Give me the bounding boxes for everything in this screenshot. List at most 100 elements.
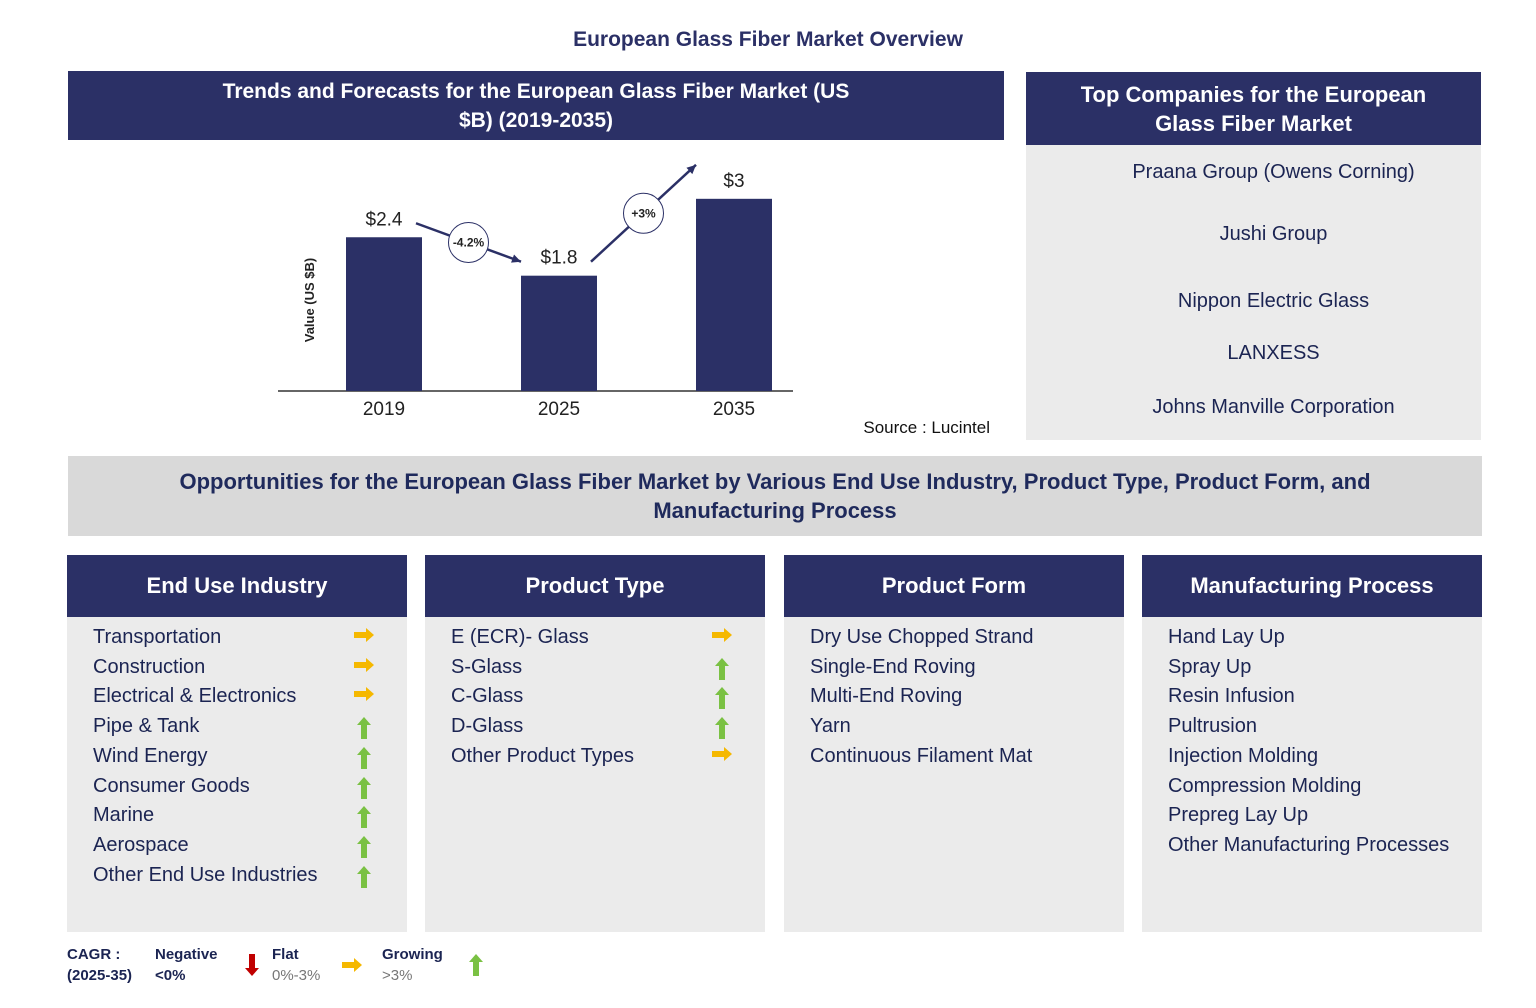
segment-item: Construction bbox=[93, 655, 206, 678]
legend-label: CAGR : bbox=[67, 946, 121, 963]
company-name: Jushi Group bbox=[1219, 223, 1328, 245]
arrow-shape bbox=[357, 776, 371, 799]
bar-value-label: $1.8 bbox=[541, 248, 578, 269]
segment-item: Hand Lay Up bbox=[1168, 626, 1285, 648]
company-name: LANXESS bbox=[1227, 342, 1320, 364]
source-note: Source : Lucintel bbox=[863, 418, 990, 437]
x-tick-label: 2035 bbox=[713, 399, 755, 420]
segment-item: Pipe & Tank bbox=[93, 715, 200, 738]
segment-item: Injection Molding bbox=[1168, 744, 1319, 767]
segment-item: Resin Infusion bbox=[1168, 685, 1295, 708]
cagr-arrowhead bbox=[686, 164, 696, 175]
bar-value-label: $2.4 bbox=[366, 209, 403, 230]
legend-period: (2025-35) bbox=[67, 967, 133, 984]
x-tick-label: 2019 bbox=[363, 399, 405, 420]
cagr-arrowhead bbox=[511, 254, 521, 263]
arrow-shape bbox=[357, 865, 371, 888]
trend-arrow-growing bbox=[357, 865, 371, 888]
trend-arrow-growing bbox=[357, 835, 371, 858]
trend-arrow-flat bbox=[342, 958, 362, 972]
chart-title: Trends and Forecasts for the European Gl… bbox=[222, 79, 850, 132]
opportunities-title: Opportunities for the European Glass Fib… bbox=[179, 469, 1371, 523]
bar bbox=[521, 275, 597, 391]
trend-arrow-growing bbox=[357, 776, 371, 799]
segment-title: End Use Industry bbox=[146, 573, 328, 598]
segment-item: Single-End Roving bbox=[810, 655, 976, 678]
trend-arrow-flat bbox=[354, 628, 374, 642]
trend-arrow-flat bbox=[712, 746, 732, 761]
cagr-circle bbox=[623, 192, 664, 234]
arrow-shape bbox=[715, 687, 729, 710]
segment-body: Transportation Construction Electrical & E… bbox=[67, 617, 407, 932]
arrow-shape bbox=[354, 628, 374, 642]
segment-item: Aerospace bbox=[93, 833, 189, 856]
cagr-label: +3% bbox=[631, 206, 656, 220]
arrow-shape bbox=[469, 954, 483, 976]
arrow-shape bbox=[357, 806, 371, 829]
segment-item: Other Product Types bbox=[451, 744, 635, 767]
segment-item: Continuous Filament Mat bbox=[810, 744, 1033, 767]
segment-body: Dry Use Chopped Strand Single-End Roving M… bbox=[784, 617, 1124, 932]
arrow-shape bbox=[342, 958, 362, 972]
trend-arrow-growing bbox=[715, 657, 729, 680]
segment-item: Spray Up bbox=[1168, 655, 1252, 678]
segment-header: End Use Industry bbox=[67, 555, 407, 617]
segment-item: Other Manufacturing Processes bbox=[1168, 833, 1450, 856]
chart-header: Trends and Forecasts for the European Gl… bbox=[68, 71, 1004, 140]
legend-name: Negative bbox=[155, 946, 218, 963]
segment-title: Product Type bbox=[525, 573, 665, 598]
bar bbox=[696, 198, 772, 391]
arrow-shape bbox=[712, 746, 732, 761]
companies-title: Top Companies for the European Glass Fib… bbox=[1080, 81, 1427, 136]
segment-item: E (ECR)- Glass bbox=[451, 626, 589, 648]
cagr-label: -4.2% bbox=[453, 235, 485, 249]
segment-item: Yarn bbox=[810, 715, 851, 738]
trend-arrow-growing bbox=[357, 806, 371, 829]
arrow-shape bbox=[357, 746, 371, 769]
trend-arrow-negative bbox=[245, 954, 259, 976]
trend-arrow-growing bbox=[715, 687, 729, 710]
company-name: Nippon Electric Glass bbox=[1177, 290, 1370, 312]
company-name: Johns Manville Corporation bbox=[1152, 396, 1395, 418]
arrow-shape bbox=[357, 717, 371, 740]
arrow-shape bbox=[712, 628, 732, 642]
page-title: European Glass Fiber Market Overview bbox=[573, 28, 963, 51]
arrow-shape bbox=[715, 717, 729, 740]
segment-title: Manufacturing Process bbox=[1190, 573, 1434, 598]
companies-list: Praana Group (Owens Corning) Jushi Group N… bbox=[1026, 145, 1481, 440]
segment-item: Compression Molding bbox=[1168, 774, 1362, 797]
trend-arrow-flat bbox=[712, 628, 732, 642]
arrow-shape bbox=[245, 954, 259, 976]
segment-item: Electrical & Electronics bbox=[93, 685, 297, 708]
trend-arrow-growing bbox=[357, 717, 371, 740]
legend-range: >3% bbox=[382, 967, 413, 984]
segment-item: Transportation bbox=[93, 626, 222, 648]
legend-name: Flat bbox=[272, 946, 299, 963]
trend-arrow-flat bbox=[354, 687, 374, 702]
cagr-circle bbox=[448, 221, 489, 263]
arrow-shape bbox=[357, 835, 371, 858]
bar bbox=[346, 237, 422, 391]
segment-item: Consumer Goods bbox=[93, 774, 250, 797]
segment-item: Dry Use Chopped Strand bbox=[810, 626, 1034, 648]
segment-header: Product Form bbox=[784, 555, 1124, 617]
segment-item: Multi-End Roving bbox=[810, 685, 963, 708]
trend-arrow-growing bbox=[469, 954, 483, 976]
companies-header: Top Companies for the European Glass Fib… bbox=[1026, 72, 1481, 145]
segment-item: Pultrusion bbox=[1168, 715, 1257, 738]
chart: Value (US $B) $2.4 2019 $1.8 2025 $3 2035 -4.2%… bbox=[278, 163, 990, 437]
segment-item: S-Glass bbox=[451, 655, 523, 678]
segment-item: D-Glass bbox=[451, 715, 524, 738]
segment-header: Product Type bbox=[425, 555, 765, 617]
segment-item: Marine bbox=[93, 804, 155, 827]
y-axis-label: Value (US $B) bbox=[302, 258, 317, 343]
trend-arrow-growing bbox=[357, 746, 371, 769]
segment-body: E (ECR)- Glass S-Glass C-Glass D-Glass Other… bbox=[425, 617, 765, 932]
segment-item: Wind Energy bbox=[93, 744, 208, 767]
company-name: Praana Group (Owens Corning) bbox=[1132, 161, 1415, 183]
segment-title: Product Form bbox=[881, 573, 1027, 598]
segment-item: Prepreg Lay Up bbox=[1168, 804, 1309, 827]
segment-body: Hand Lay Up Spray Up Resin Infusion Pultrus… bbox=[1142, 617, 1482, 932]
legend-name: Growing bbox=[382, 946, 443, 963]
